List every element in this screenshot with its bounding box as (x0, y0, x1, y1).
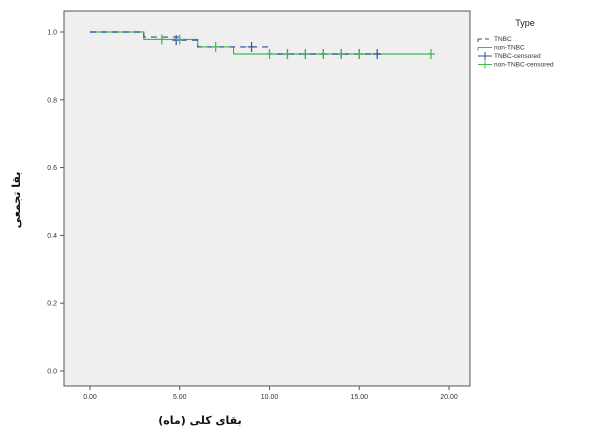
legend-label: non-TNBC-censored (494, 62, 554, 69)
non-tnbc-censor-marker (211, 41, 220, 52)
tnbc-censor-marker (247, 41, 256, 52)
non-tnbc-censor-marker (301, 49, 310, 60)
axis-ticks: 0.00 5.00 10.00 15.00 20.00 0.0 0.2 0.4 0.6 0.8 1.… (47, 30, 458, 402)
non-tnbc-censor-marker (355, 49, 364, 60)
x-tick-label: 5.00 (173, 394, 187, 401)
legend-entry: TNBC (477, 36, 512, 43)
plot-area (63, 10, 471, 387)
x-tick-label: 10.00 (261, 394, 279, 401)
y-tick-label: 0.2 (47, 301, 57, 308)
legend-entry: non-TNBC (477, 45, 525, 52)
non-tnbc-censor-marker (337, 49, 346, 60)
non-tnbc-censor-marker (283, 49, 292, 60)
y-axis-title: بقا تجمعی (10, 172, 23, 229)
non-tnbc-censor-marker (175, 34, 184, 45)
tnbc-survival-line (90, 31, 381, 55)
legend-title: Type (515, 18, 535, 28)
y-tick-label: 1.0 (47, 30, 57, 37)
legend-label: TNBC-censored (494, 53, 541, 60)
legend-entry: non-TNBC-censored (478, 60, 554, 69)
legend-swatch (478, 52, 492, 60)
tnbc-censor-marker (172, 35, 181, 46)
y-tick-label: 0.8 (47, 97, 57, 104)
legend-entry: TNBC-censored (478, 52, 541, 60)
x-tick-label: 15.00 (350, 394, 368, 401)
y-tick-label: 0.0 (47, 369, 57, 376)
legend-label: non-TNBC (494, 45, 525, 52)
legend-label: TNBC (494, 36, 512, 43)
non-tnbc-censor-marker (265, 49, 274, 60)
series-layer (90, 31, 432, 55)
non-tnbc-censor-marker (319, 49, 328, 60)
x-axis-title: بقای کلی (ماه) (158, 414, 241, 427)
x-tick-label: 20.00 (440, 394, 458, 401)
legend-swatch (478, 60, 492, 69)
y-tick-label: 0.6 (47, 165, 57, 172)
non-tnbc-censor-marker (427, 49, 436, 60)
non-tnbc-censor-marker (157, 34, 166, 45)
censor-markers (157, 34, 436, 60)
y-tick-label: 0.4 (47, 233, 57, 240)
tnbc-censor-marker (373, 49, 382, 60)
x-tick-label: 0.00 (83, 394, 97, 401)
